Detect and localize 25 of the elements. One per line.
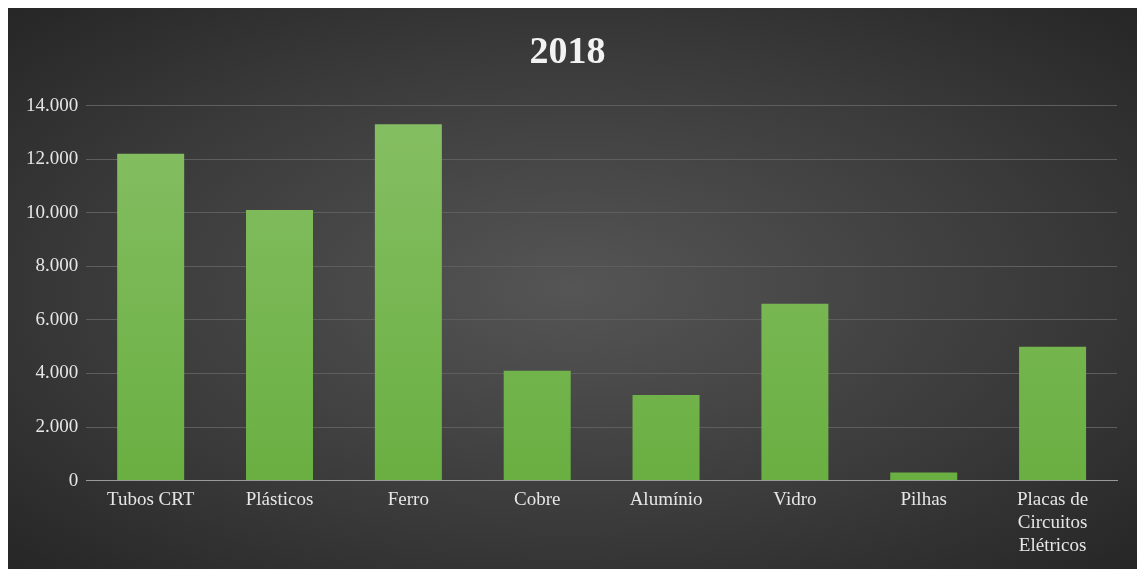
- y-tick-label: 0: [68, 468, 79, 490]
- y-tick-label: 4.000: [35, 361, 79, 383]
- x-tick-label: Pilhas: [900, 487, 947, 509]
- x-tick-label: Tubos CRT: [106, 487, 195, 509]
- x-tick-label: Ferro: [387, 487, 429, 509]
- x-tick-label: Placas de Circuitos Elétricos: [1016, 487, 1089, 555]
- bar: [503, 370, 571, 481]
- bar: [1019, 346, 1087, 481]
- chart-title: 2018: [529, 28, 606, 71]
- y-tick-label: 12.000: [26, 147, 79, 169]
- x-tick-label: Cobre: [513, 487, 561, 509]
- bar: [890, 472, 958, 481]
- y-tick-label: 14.000: [26, 93, 79, 115]
- y-tick-label: 8.000: [35, 254, 79, 276]
- x-tick-label: Alumínio: [629, 487, 703, 509]
- y-tick-label: 6.000: [35, 307, 79, 329]
- bar: [246, 210, 314, 481]
- x-tick-label: Vidro: [773, 487, 817, 509]
- x-tick-label: Plásticos: [245, 487, 314, 509]
- y-tick-label: 10.000: [26, 200, 79, 222]
- bar: [632, 394, 700, 481]
- y-tick-label: 2.000: [35, 415, 79, 437]
- bar: [117, 153, 185, 481]
- bar: [761, 303, 829, 481]
- bar: [374, 124, 442, 481]
